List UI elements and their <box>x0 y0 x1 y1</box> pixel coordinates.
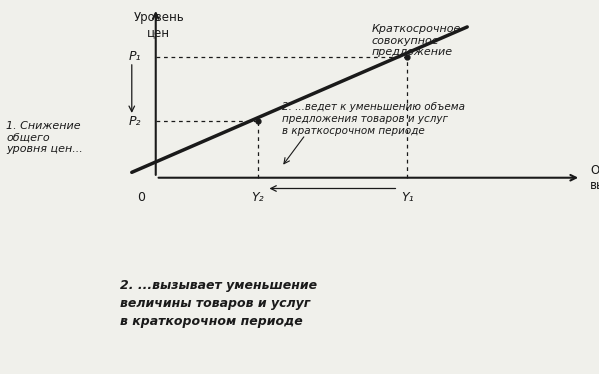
Text: P₂: P₂ <box>128 115 141 128</box>
Text: Объем
выпуска: Объем выпуска <box>590 164 599 192</box>
Text: P₁: P₁ <box>128 50 141 63</box>
Text: 1. Снижение
общего
уровня цен...: 1. Снижение общего уровня цен... <box>6 121 83 154</box>
Text: 0: 0 <box>137 191 145 204</box>
Text: Y₂: Y₂ <box>251 191 264 204</box>
Text: 2. ...вызывает уменьшение
величины товаров и услуг
в краткорочном периоде: 2. ...вызывает уменьшение величины товар… <box>120 279 317 328</box>
Text: Y₁: Y₁ <box>401 191 414 204</box>
Text: Краткосрочное
совокупное
предложение: Краткосрочное совокупное предложение <box>371 24 461 58</box>
Text: 2. ...ведет к уменьшению объема
предложения товаров и услуг
в краткосрочном пери: 2. ...ведет к уменьшению объема предложе… <box>282 102 465 135</box>
Text: Уровень
цен: Уровень цен <box>134 11 184 39</box>
